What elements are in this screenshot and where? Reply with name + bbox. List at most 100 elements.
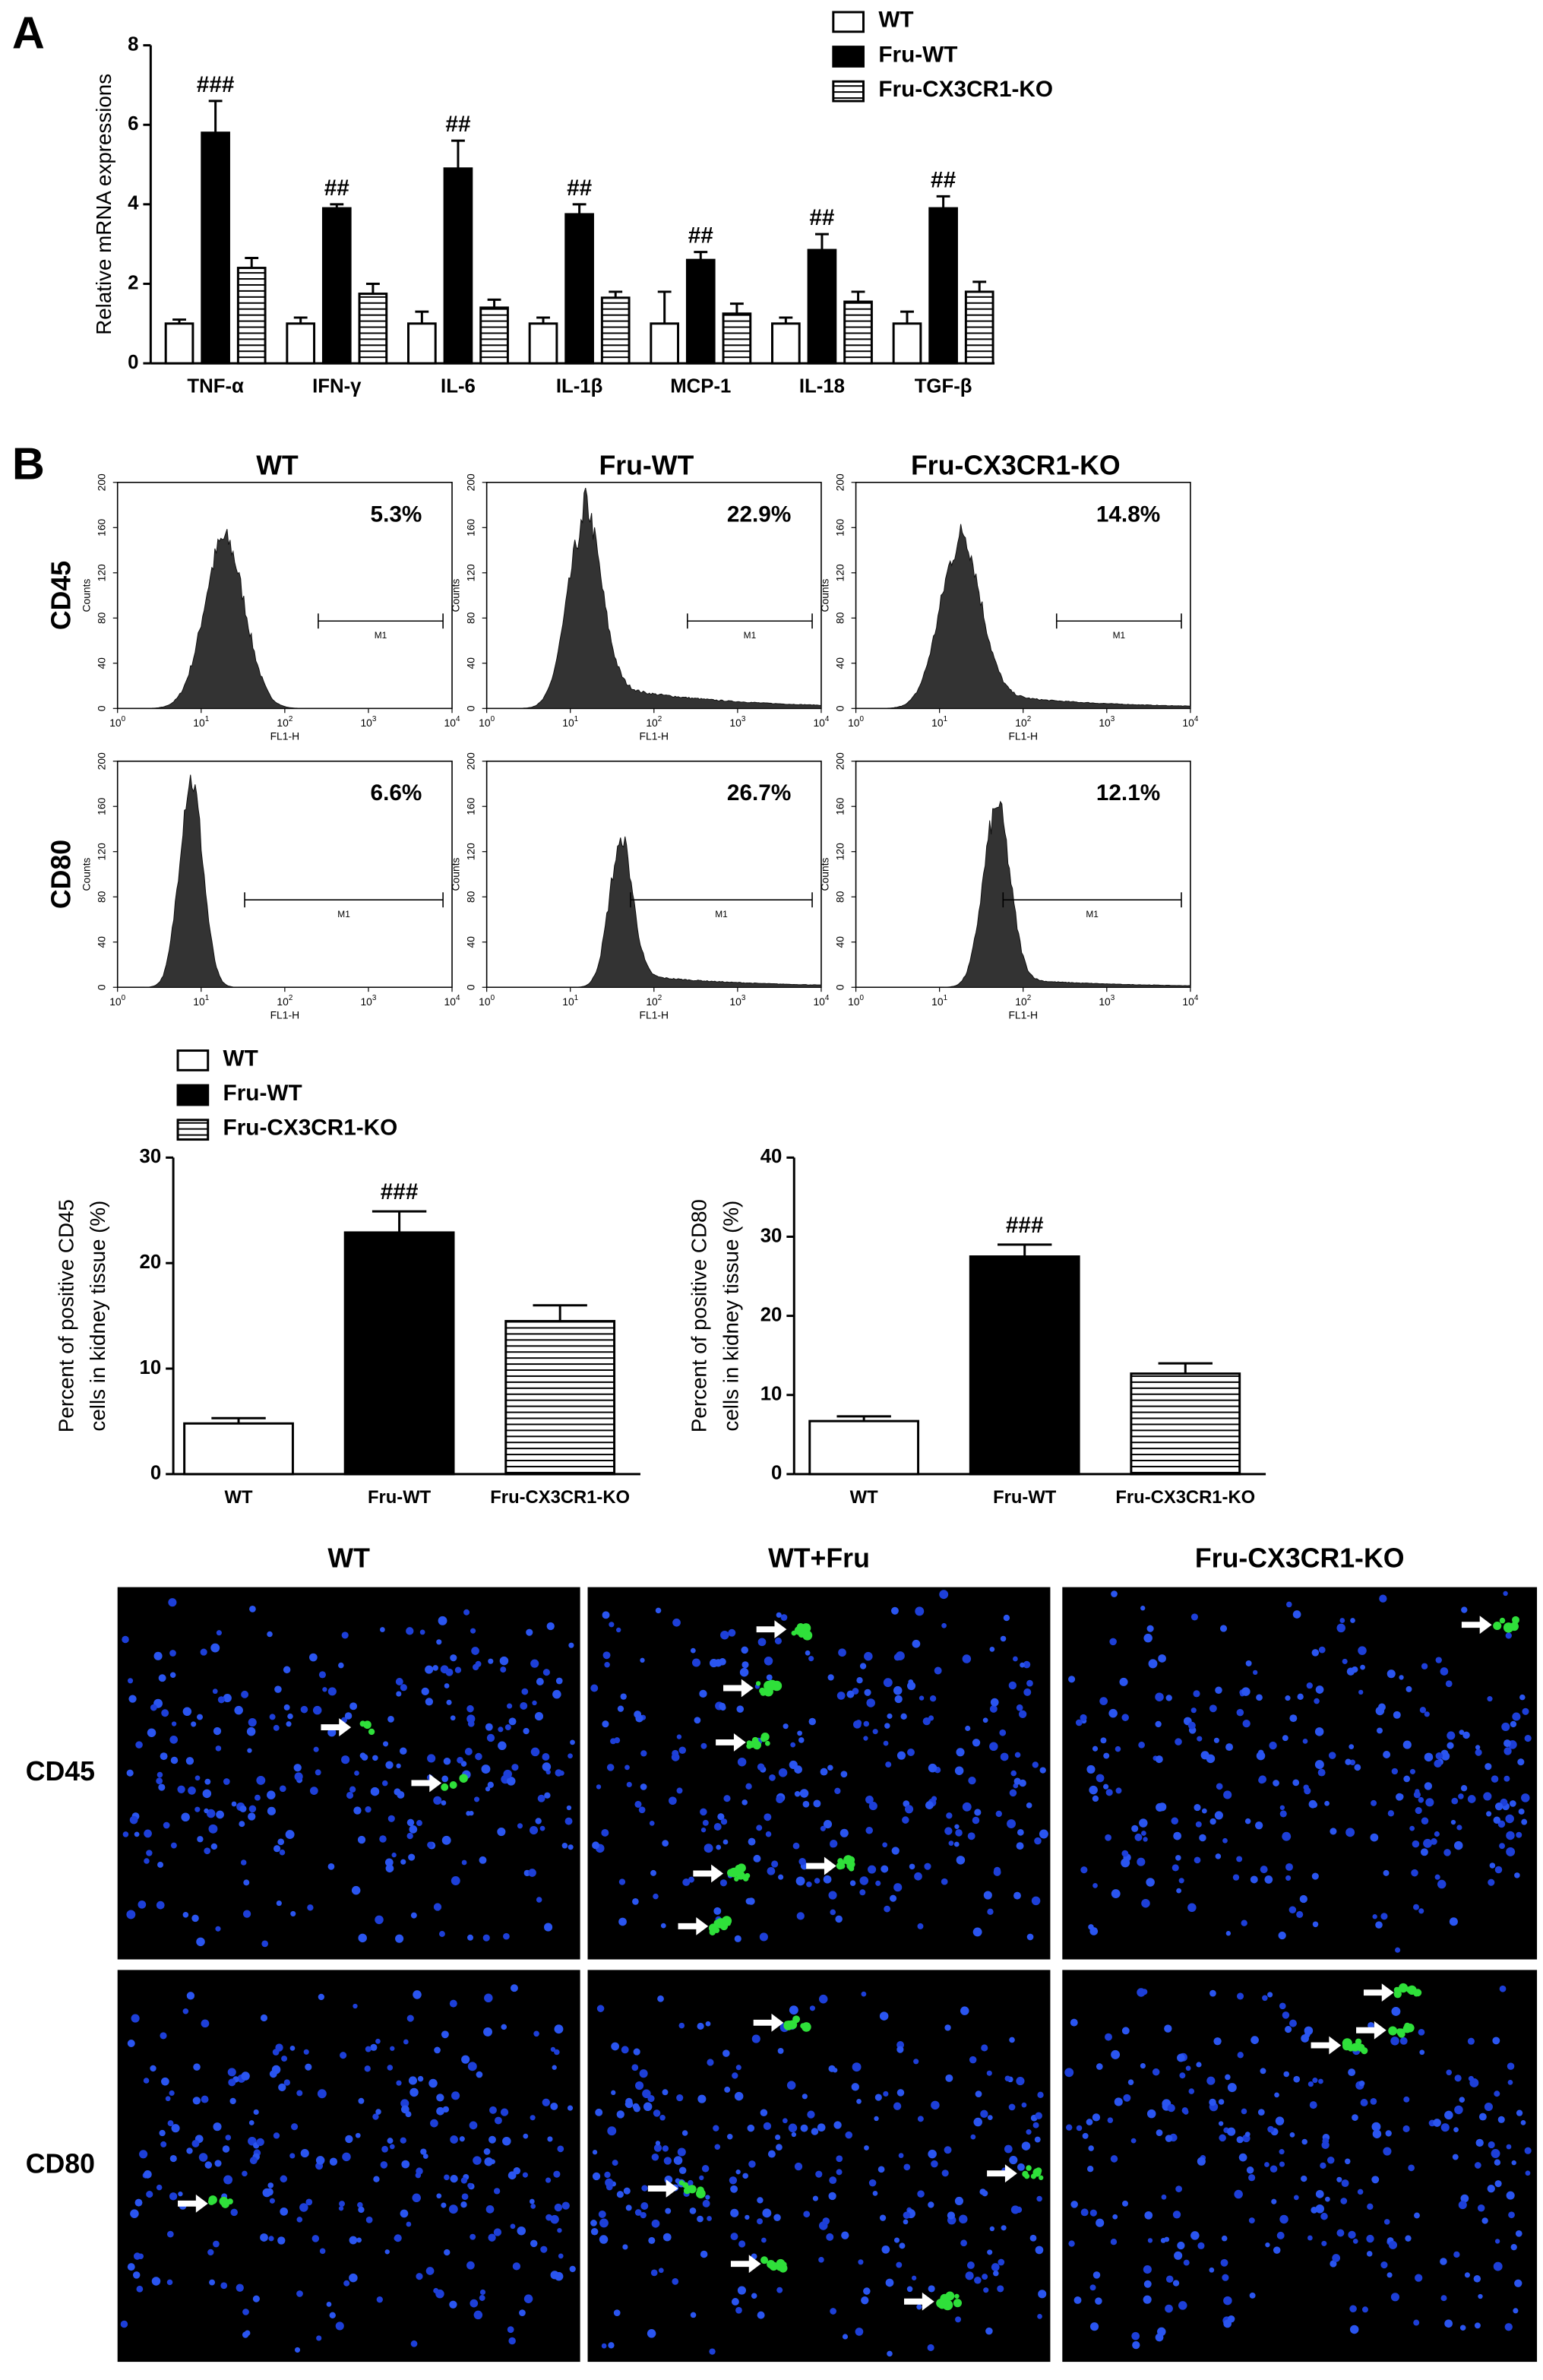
legend-label: Fru-WT [878, 42, 957, 67]
nucleus [902, 1816, 909, 1824]
nucleus [1519, 1694, 1526, 1701]
stain [1493, 1621, 1502, 1631]
nucleus [171, 2124, 180, 2133]
nucleus [1121, 1850, 1129, 1857]
nucleus [385, 1864, 394, 1873]
nucleus [504, 1724, 511, 1731]
nucleus [1360, 2098, 1368, 2106]
nucleus [762, 2208, 772, 2218]
x-tick-label: 104 [1182, 715, 1198, 729]
nucleus [851, 2083, 859, 2091]
nucleus [1370, 2097, 1377, 2105]
nucleus [169, 2154, 177, 2163]
nucleus [421, 1687, 429, 1696]
nucleus [1140, 1606, 1146, 1611]
nucleus [890, 1606, 899, 1615]
nucleus [701, 2165, 710, 2173]
nucleus [602, 1651, 611, 1660]
nucleus [1456, 1825, 1462, 1831]
nucleus [1391, 1768, 1398, 1775]
nucleus [602, 1611, 610, 1619]
nucleus [699, 1689, 707, 1698]
stain [784, 2021, 789, 2027]
nucleus [309, 1787, 318, 1795]
nucleus [307, 1904, 314, 1911]
nucleus [846, 1690, 855, 1698]
nucleus [1172, 2211, 1181, 2219]
nucleus [1256, 1694, 1263, 1701]
nucleus [1111, 1590, 1118, 1597]
nucleus [1241, 1687, 1251, 1696]
tick-base: 10 [193, 995, 205, 1008]
nucleus [400, 2105, 409, 2114]
nucleus [400, 2137, 406, 2144]
nucleus [283, 1704, 290, 1711]
tick-exponent: 4 [1194, 994, 1199, 1002]
nucleus [845, 2131, 853, 2139]
nucleus [745, 2214, 750, 2220]
nucleus [808, 1717, 817, 1726]
nucleus [503, 1932, 510, 1940]
legend-label: Fru-CX3CR1-KO [878, 77, 1053, 102]
nucleus [1029, 2234, 1037, 2242]
nucleus [896, 1751, 906, 1760]
nucleus [1121, 1714, 1129, 1721]
nucleus [1225, 1743, 1234, 1752]
nucleus [1264, 1875, 1273, 1884]
nucleus [130, 2209, 139, 2218]
nucleus [678, 2022, 685, 2029]
nucleus [689, 2207, 697, 2214]
nucleus [736, 1705, 745, 1713]
nucleus [618, 1917, 627, 1926]
stain [954, 2293, 960, 2299]
stain [791, 1630, 797, 1636]
nucleus [1477, 2204, 1485, 2212]
nucleus [1017, 2163, 1025, 2171]
nucleus [1366, 2234, 1374, 2243]
micrograph-bg [587, 1587, 1051, 1960]
histogram [855, 800, 1191, 988]
nucleus [1516, 1831, 1522, 1838]
nucleus [1227, 2083, 1237, 2093]
nucleus [633, 2048, 640, 2056]
nucleus [635, 1714, 643, 1723]
nucleus [1264, 2162, 1269, 2167]
nucleus [510, 1984, 518, 1992]
stain [734, 1876, 739, 1882]
nucleus [745, 1783, 752, 1790]
nucleus [1311, 1802, 1318, 1808]
nucleus [370, 1787, 380, 1796]
bar [407, 322, 437, 365]
nucleus [1227, 2127, 1236, 2136]
nucleus [853, 1720, 862, 1729]
nucleus [916, 2304, 922, 2310]
nucleus [1282, 1735, 1288, 1742]
nucleus [1245, 1660, 1252, 1666]
nucleus [1194, 1856, 1201, 1864]
nucleus [1001, 2225, 1007, 2231]
nucleus [536, 1678, 544, 1685]
nucleus [444, 2249, 451, 2256]
nucleus [1070, 2201, 1078, 2208]
nucleus [1249, 2292, 1256, 2299]
arrow [178, 2194, 208, 2213]
nucleus [665, 2208, 672, 2214]
nucleus [127, 2263, 135, 2271]
nucleus [436, 2106, 444, 2116]
nucleus [1279, 2161, 1285, 2167]
nucleus [1454, 2075, 1462, 2082]
y-tick-label: 200 [96, 752, 108, 770]
nucleus [1269, 2165, 1278, 2173]
nucleus [241, 2071, 250, 2081]
nucleus [864, 1651, 873, 1661]
nucleus [822, 2217, 830, 2225]
nucleus [1073, 2296, 1082, 2304]
nucleus [1013, 1656, 1018, 1662]
nucleus [699, 2175, 704, 2181]
tick-base: 10 [729, 995, 741, 1008]
nucleus [1324, 1800, 1330, 1806]
nucleus [359, 1752, 366, 1759]
nucleus [757, 1638, 767, 1647]
tick-base: 10 [562, 717, 574, 729]
